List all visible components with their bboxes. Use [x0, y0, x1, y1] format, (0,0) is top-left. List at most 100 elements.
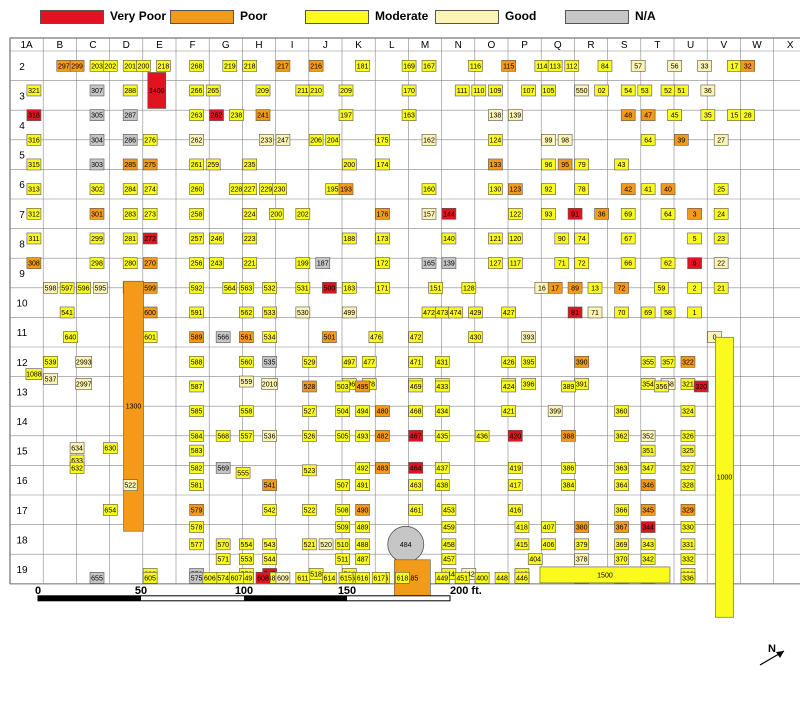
- lot-label: 463: [410, 483, 422, 490]
- lot-1300: 1300: [123, 280, 144, 532]
- lot-shape: [521, 355, 536, 368]
- lot-label: 105: [543, 88, 555, 95]
- lot-shape: [189, 521, 204, 533]
- lot-shape: [620, 257, 636, 269]
- lot-shape: [368, 331, 384, 343]
- lot-352: 352: [640, 429, 656, 442]
- lot-shape: [488, 232, 503, 245]
- lot-484: 484: [387, 525, 425, 563]
- lot-label: 32: [744, 63, 752, 70]
- lot-label: 553: [241, 557, 253, 564]
- lot-170: 170: [401, 84, 417, 97]
- lot-label: 589: [191, 335, 203, 342]
- lot-label: 111: [457, 88, 468, 95]
- lot-407: 407: [541, 521, 556, 533]
- lot-shape: [308, 134, 324, 146]
- lot-562: 562: [239, 306, 254, 319]
- lot-257: 257: [189, 232, 204, 245]
- lot-label: 327: [682, 465, 694, 472]
- lot-504: 504: [335, 405, 350, 417]
- lot-287: 287: [122, 109, 138, 121]
- lot-shape: [147, 72, 167, 109]
- lot-59: 59: [654, 281, 669, 294]
- lot-535: 535: [262, 355, 277, 368]
- lot-shape: [242, 257, 258, 269]
- lot-label: 218: [158, 63, 170, 70]
- column-label: N: [455, 40, 462, 51]
- column-label: S: [621, 40, 628, 51]
- lot-144: 144: [441, 208, 457, 220]
- lot-shape: [441, 257, 457, 269]
- lot-5: 5: [687, 232, 702, 245]
- lot-label: 461: [410, 507, 422, 514]
- lot-529: 529: [302, 355, 317, 368]
- lot-542: 542: [262, 503, 277, 516]
- lot-307: 307: [89, 84, 105, 97]
- lot-shape: [26, 208, 42, 220]
- lot-shape: [375, 281, 390, 294]
- lot-label: 344: [642, 525, 654, 532]
- lot-label: 541: [61, 310, 73, 317]
- lot-shape: [215, 553, 231, 565]
- lot-label: 336: [682, 575, 694, 582]
- lot-shape: [26, 109, 42, 121]
- lot-485: 485: [394, 559, 431, 597]
- lot-label: 71: [558, 261, 566, 268]
- lot-label: 600: [144, 310, 156, 317]
- lot-label: 584: [191, 433, 203, 440]
- lot-70: 70: [614, 306, 629, 319]
- lot-shape: [680, 538, 696, 551]
- lot-label: 655: [91, 575, 103, 582]
- lot-599: 599: [142, 281, 158, 294]
- lot-label: 399: [549, 409, 561, 416]
- lot-188: 188: [342, 232, 357, 245]
- lot-shape: [239, 306, 254, 319]
- lot-shape: [521, 331, 536, 343]
- lot-shape: [680, 405, 696, 417]
- lot-shape: [408, 429, 424, 442]
- lot-shape: [508, 479, 523, 491]
- lot-label: 564: [224, 285, 236, 292]
- lot-493: 493: [355, 429, 370, 442]
- lot-169: 169: [401, 59, 417, 72]
- lot-shape: [640, 521, 656, 533]
- lot-shape: [454, 571, 470, 584]
- lot-224: 224: [242, 208, 258, 220]
- lot-23: 23: [713, 232, 729, 245]
- lot-label: 453: [443, 507, 455, 514]
- lot-label: 416: [509, 507, 521, 514]
- lot-shape: [295, 281, 311, 294]
- lot-592: 592: [189, 281, 204, 294]
- lot-shape: [371, 571, 387, 584]
- lot-shape: [680, 462, 696, 474]
- lot-39: 39: [674, 134, 689, 146]
- lot-label: 181: [357, 63, 369, 70]
- lot-shape: [355, 380, 370, 393]
- lot-201: 201: [122, 59, 138, 72]
- lot-label: 3: [693, 211, 697, 218]
- lot-508: 508: [335, 503, 350, 516]
- lot-shape: [142, 208, 158, 220]
- lot-351: 351: [640, 444, 656, 457]
- lot-shape: [355, 429, 370, 442]
- lot-89: 89: [567, 281, 583, 294]
- lot-label: 260: [191, 187, 203, 194]
- lot-shape: [508, 257, 523, 269]
- lot-281: 281: [122, 232, 138, 245]
- lot-label: 110: [473, 88, 484, 95]
- lot-label: 98: [561, 137, 569, 144]
- lot-shape: [355, 571, 370, 584]
- lot-shape: [421, 208, 437, 220]
- lot-35: 35: [700, 109, 716, 121]
- lot-label: 326: [682, 433, 694, 440]
- lot-shape: [501, 306, 516, 319]
- lot-138: 138: [488, 109, 503, 121]
- column-label: Q: [554, 40, 562, 51]
- lot-595: 595: [93, 281, 108, 294]
- lot-label: 217: [277, 63, 289, 70]
- lot-label: 162: [423, 137, 435, 144]
- lot-331: 331: [680, 538, 696, 551]
- lot-578: 578: [189, 521, 204, 533]
- lot-label: 588: [191, 359, 203, 366]
- lot-label: 187: [317, 261, 329, 268]
